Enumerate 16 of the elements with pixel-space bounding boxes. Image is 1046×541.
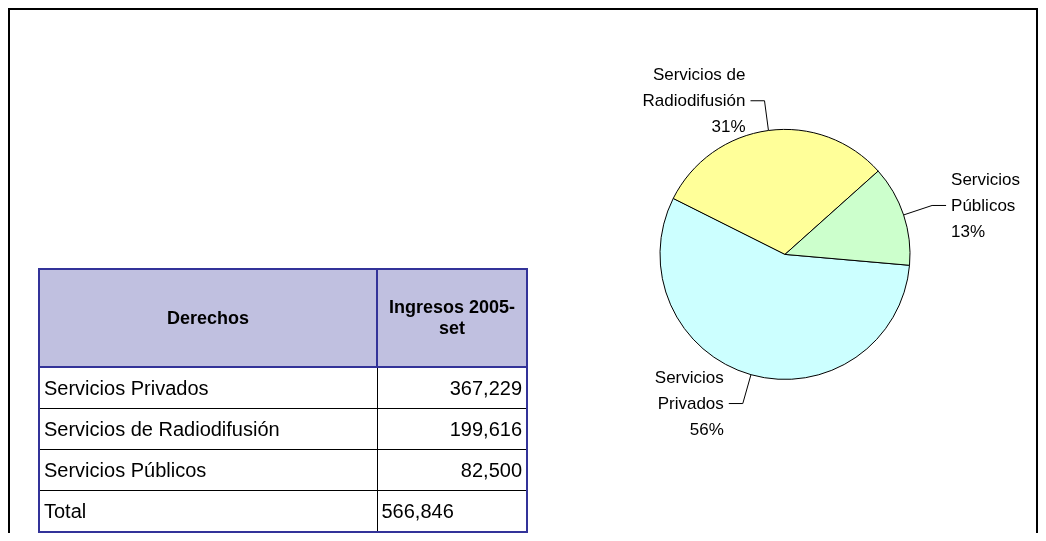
data-label: 13% — [951, 221, 986, 241]
text: 566,846 — [377, 490, 527, 532]
slice-label: Servicios Privados — [654, 368, 724, 414]
text: 82,500 — [377, 449, 527, 491]
text: Ingresos 2005-set — [377, 269, 527, 367]
slice-label: Servicios de Radiodifusión — [642, 65, 746, 111]
text: Servicios de Radiodifusión — [39, 408, 377, 450]
text: Derechos — [39, 269, 377, 367]
text: Servicios Públicos — [39, 449, 377, 491]
data-label: 56% — [689, 420, 724, 440]
slice-label: Servicios Públicos — [951, 169, 1021, 215]
text: 367,229 — [377, 367, 527, 409]
text: Servicios Privados — [39, 367, 377, 409]
text: 199,616 — [377, 408, 527, 450]
text: Total — [39, 490, 377, 532]
data-label: 31% — [711, 117, 746, 137]
